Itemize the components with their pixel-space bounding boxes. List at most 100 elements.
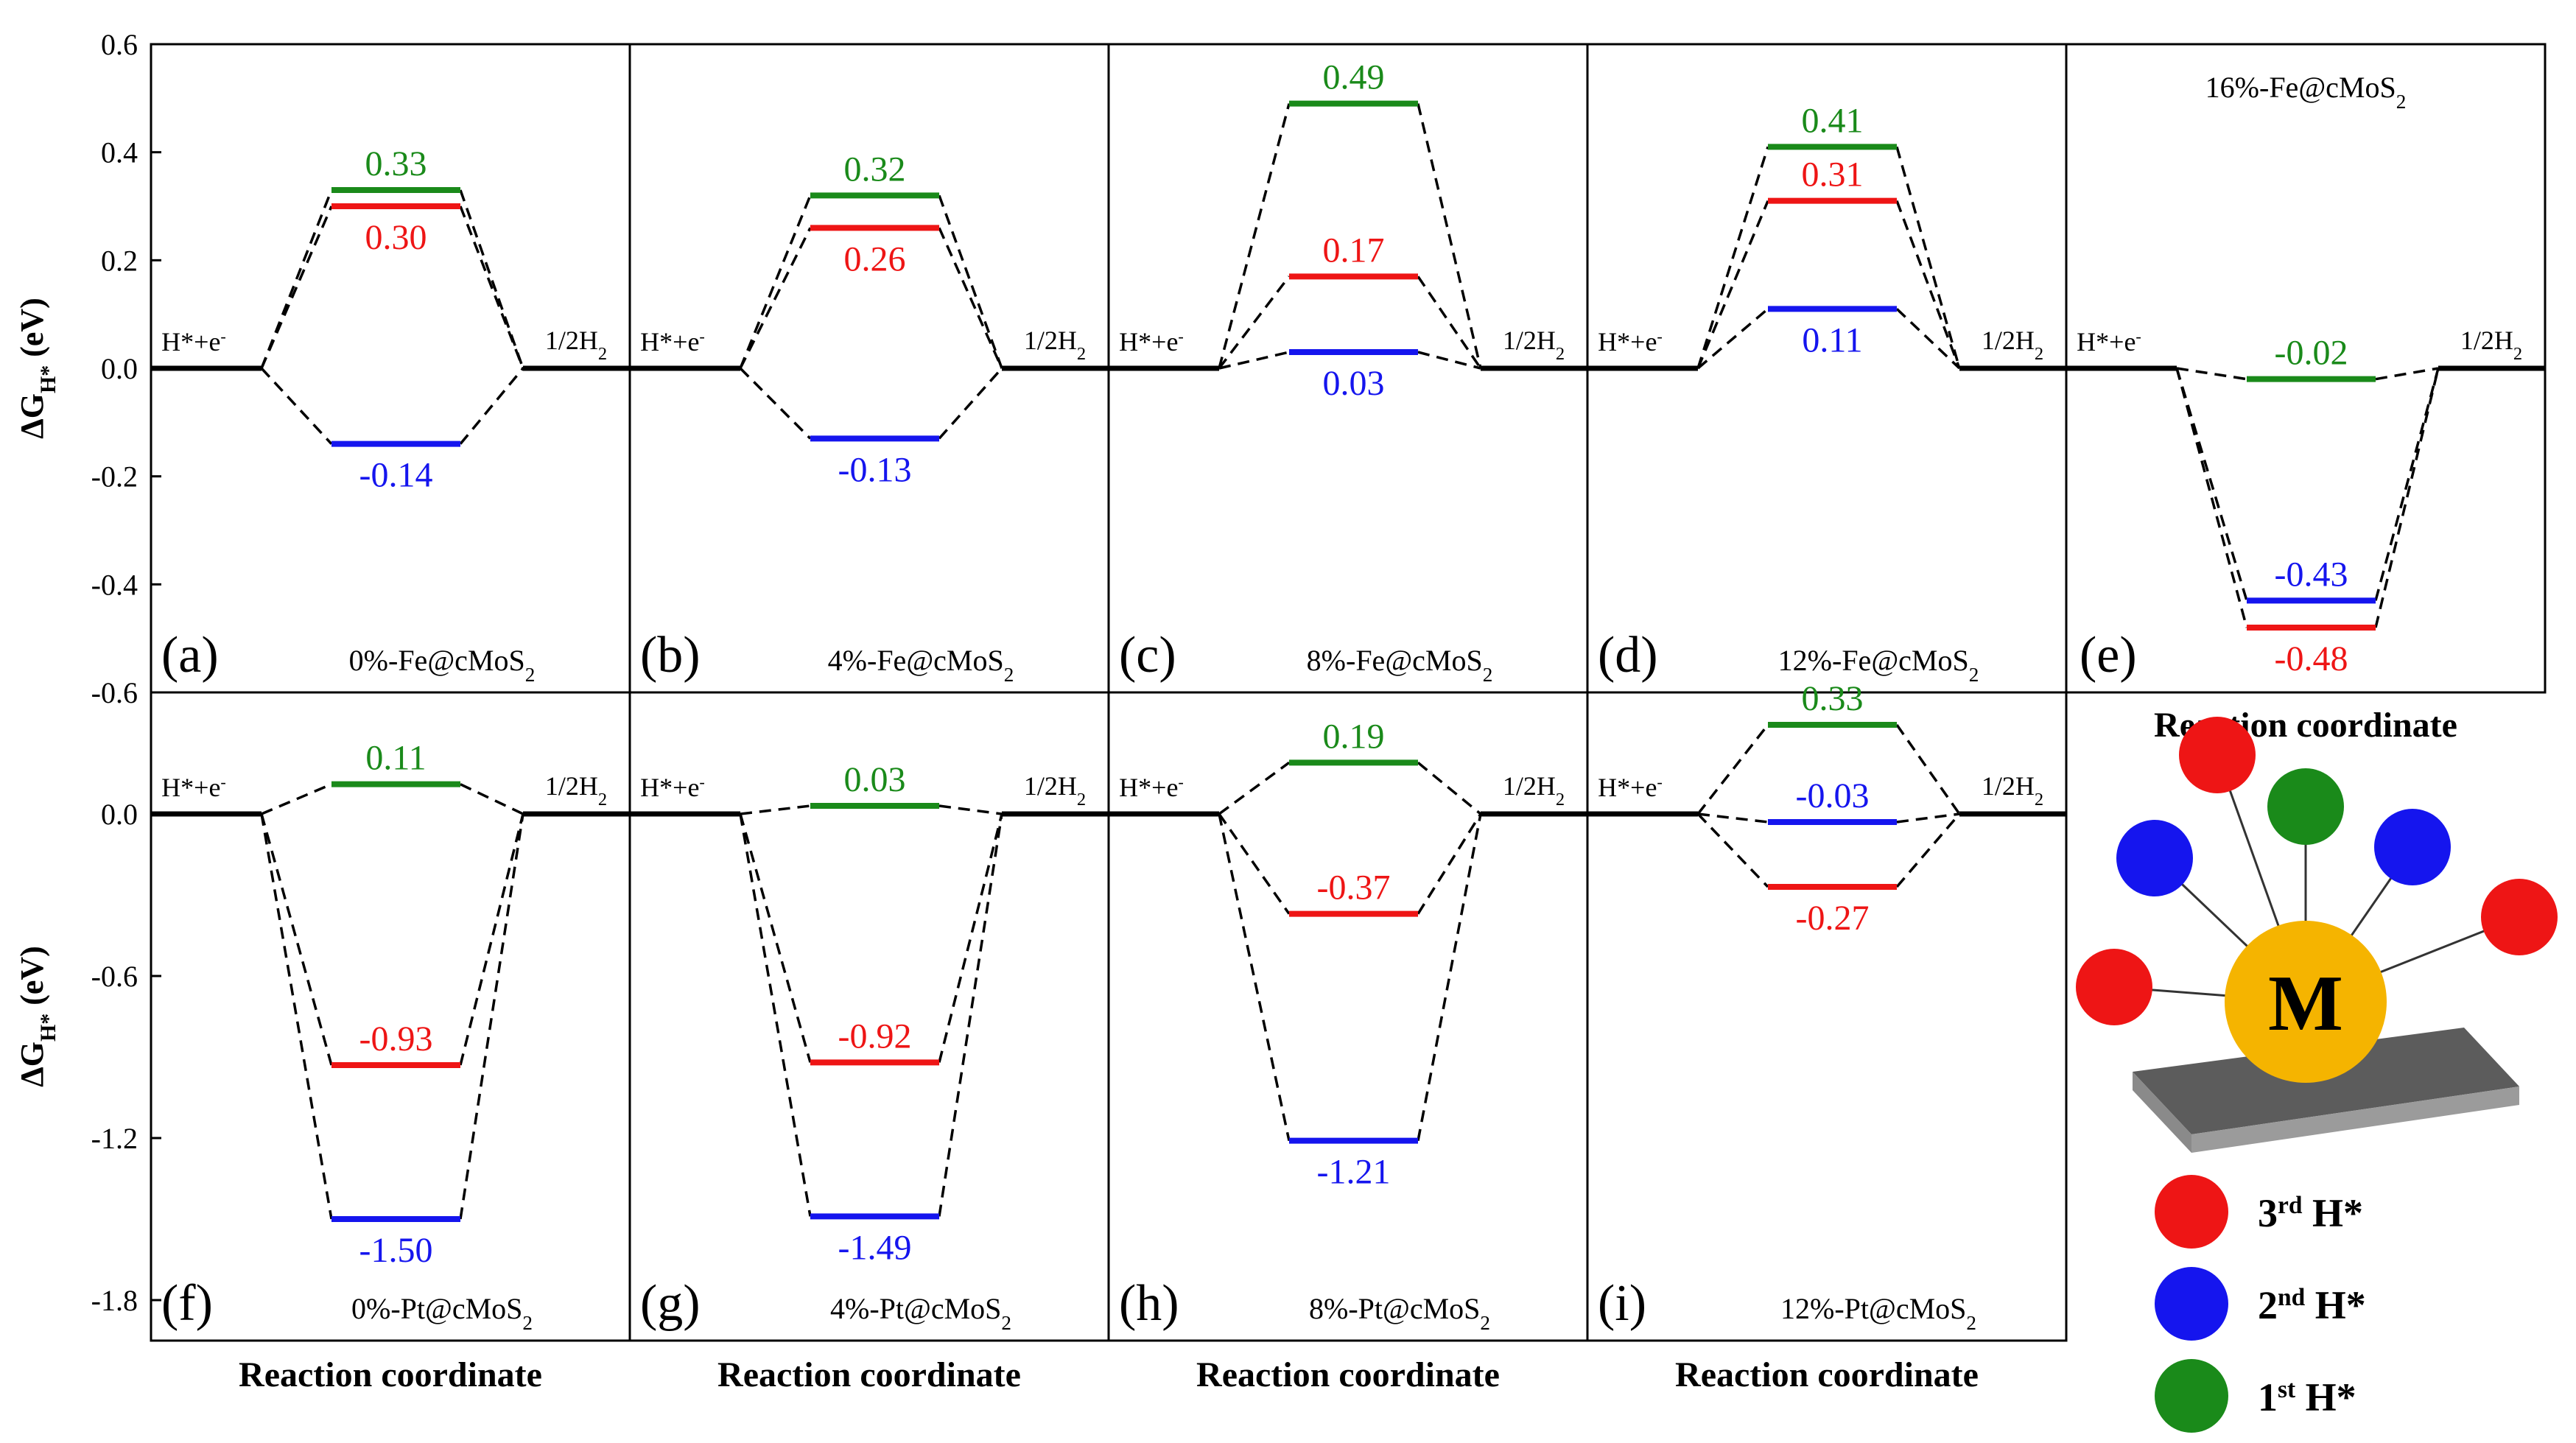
- connector-dash: [2175, 368, 2248, 628]
- connector-dash: [1895, 308, 1961, 370]
- connector-dash: [739, 227, 812, 369]
- connector-dash: [459, 813, 524, 1066]
- connector-dash: [938, 194, 1003, 369]
- final-state-label: 1/2H2: [1982, 326, 2043, 364]
- panel-h: H*+e- 1/2H2 0.19 -0.37 -1.21 (h) 8%-Pt@cMoS2: [1109, 717, 1587, 1334]
- hydrogen-atom-icon: [2481, 879, 2558, 955]
- connector-dash: [739, 194, 812, 369]
- substrate-front: [2191, 1086, 2519, 1153]
- y-axis-title-text: ΔGH* (eV): [14, 946, 60, 1087]
- connector-dash: [1696, 146, 1769, 369]
- y-axis-title: ΔGH* (eV): [14, 946, 60, 1087]
- metal-atom-icon: [2225, 921, 2387, 1083]
- panel-title: 12%-Fe@cMoS2: [1778, 644, 1979, 686]
- connector-dash: [1417, 351, 1481, 370]
- y-tick-label: -0.2: [91, 460, 138, 494]
- y-tick-label: -0.6: [91, 960, 138, 993]
- value-label-h2: -0.14: [359, 456, 433, 495]
- value-label-h3: 0.26: [844, 239, 906, 278]
- connector-dash: [1218, 275, 1291, 370]
- initial-state-label: H*+e-: [1119, 773, 1184, 803]
- value-label-h3: -0.93: [359, 1019, 433, 1058]
- connector-dash: [938, 813, 1003, 1063]
- y-axis-title: ΔGH* (eV): [14, 298, 60, 439]
- connector-dash: [260, 813, 333, 1220]
- final-state-label: 1/2H2: [1503, 771, 1565, 810]
- connector-dash: [739, 367, 812, 440]
- connector-dash: [1218, 813, 1291, 1142]
- value-label-h3: 0.17: [1323, 231, 1385, 270]
- y-tick-label: -1.8: [91, 1284, 138, 1317]
- value-label-h2: -1.50: [359, 1231, 433, 1270]
- value-label-h2: 0.03: [1323, 364, 1385, 403]
- connector-dash: [260, 206, 333, 369]
- panel-letter: (a): [161, 627, 219, 684]
- panel-f: H*+e- 1/2H2 0.11 -0.93 -1.50 (f) 0%-Pt@cMoS2: [151, 739, 630, 1334]
- initial-state-label: H*+e-: [1598, 327, 1663, 357]
- initial-state-label: H*+e-: [640, 773, 705, 803]
- panel-title: 16%-Fe@cMoS2: [2205, 71, 2407, 113]
- connector-dash: [2375, 367, 2439, 381]
- panel-title: 12%-Pt@cMoS2: [1780, 1292, 1976, 1334]
- x-axis-title: Reaction coordinate: [1675, 1355, 1979, 1394]
- value-label-h1: 0.11: [365, 739, 426, 778]
- y-tick-label: -1.2: [91, 1122, 138, 1155]
- connector-dash: [1218, 351, 1290, 370]
- value-label-h3: 0.31: [1802, 155, 1864, 194]
- value-label-h3: -0.48: [2275, 639, 2348, 678]
- connector-dash: [938, 227, 1003, 369]
- connector-dash: [260, 367, 333, 445]
- panel-b: H*+e- 1/2H2 0.32 0.26 -0.13 (b) 4%-Fe@cMoS2: [630, 150, 1109, 686]
- connector-dash: [938, 367, 1003, 440]
- value-label-h1: -0.02: [2275, 334, 2348, 373]
- x-axis-title: Reaction coordinate: [717, 1355, 1021, 1394]
- initial-state-label: H*+e-: [2077, 327, 2141, 357]
- hydrogen-atom-icon: [2076, 949, 2152, 1025]
- panel-g: H*+e- 1/2H2 0.03 -0.92 -1.49 (g) 4%-Pt@cMoS2: [630, 760, 1109, 1334]
- panel-a: H*+e- 1/2H2 0.33 0.30 -0.14 (a) 0%-Fe@cMoS2: [151, 144, 630, 686]
- connector-dash: [1417, 813, 1482, 915]
- connector-dash: [1896, 812, 1960, 824]
- connector-dash: [1417, 761, 1482, 815]
- legend-swatch: [2155, 1175, 2228, 1249]
- value-label-h3: 0.30: [365, 218, 427, 257]
- final-state-label: 1/2H2: [2460, 326, 2522, 364]
- connector-dash: [1696, 812, 1769, 888]
- panel-letter: (d): [1598, 627, 1658, 684]
- value-label-h1: 0.33: [1802, 679, 1864, 718]
- final-state-label: 1/2H2: [1024, 326, 1086, 364]
- legend-swatch: [2155, 1359, 2228, 1433]
- panel-letter: (f): [161, 1275, 213, 1332]
- connector-dash: [938, 813, 1003, 1217]
- metal-label: M: [2268, 960, 2343, 1047]
- initial-state-label: H*+e-: [161, 773, 226, 803]
- hydrogen-atom-icon: [2116, 820, 2193, 896]
- connector-dash: [460, 783, 524, 815]
- connector-dash: [1218, 103, 1291, 369]
- final-state-label: 1/2H2: [545, 326, 607, 364]
- y-tick-label: 0.0: [101, 798, 138, 831]
- panel-title: 4%-Pt@cMoS2: [830, 1292, 1011, 1334]
- legend-label: 3rd H*: [2258, 1191, 2363, 1235]
- value-label-h2: -0.03: [1796, 776, 1870, 815]
- panel-letter: (b): [640, 627, 701, 684]
- connector-dash: [1696, 307, 1769, 370]
- x-axis-title: Reaction coordinate: [1196, 1355, 1500, 1394]
- panel-letter: (g): [640, 1275, 701, 1332]
- panel-title: 4%-Fe@cMoS2: [828, 644, 1014, 686]
- panel-letter: (h): [1119, 1275, 1179, 1332]
- y-tick-label: 0.6: [101, 28, 138, 61]
- connector-dash: [1696, 723, 1769, 815]
- connector-dash: [2374, 368, 2440, 601]
- value-label-h2: -0.43: [2275, 555, 2348, 594]
- connector-dash: [2175, 368, 2248, 601]
- panel-letter: (e): [2080, 627, 2137, 684]
- connector-dash: [459, 813, 524, 1220]
- panel-frame: [1586, 691, 2068, 1342]
- hydrogen-atom-icon: [2179, 717, 2256, 793]
- panel-letter: (i): [1598, 1275, 1646, 1332]
- substrate-slab-icon: [2133, 1028, 2519, 1134]
- initial-state-label: H*+e-: [1119, 327, 1184, 357]
- panel-e: H*+e- 1/2H2 -0.02 -0.43 -0.48 (e) 16%-Fe@cMoS2: [2066, 71, 2545, 684]
